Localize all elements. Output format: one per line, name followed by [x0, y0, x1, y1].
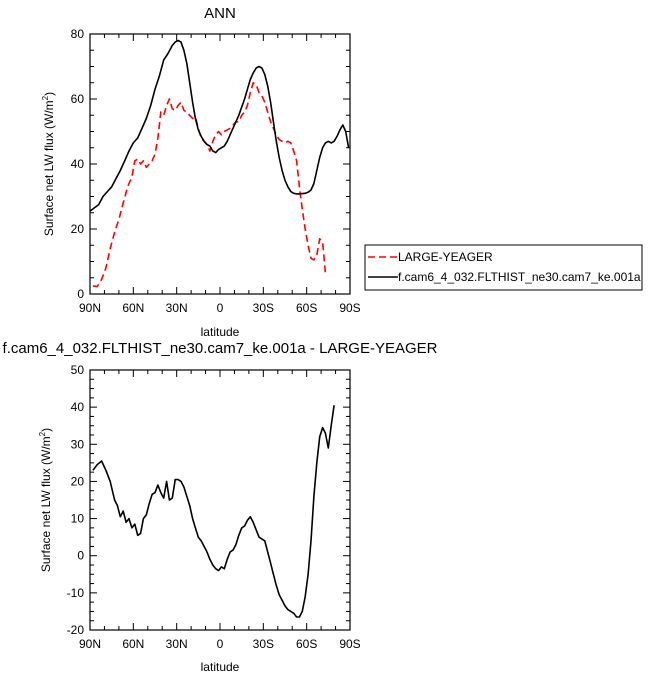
bottom-axis-frame [89, 369, 351, 631]
top-x-tick-label-3: 0 [217, 301, 224, 315]
top-x-tick-label-0: 90N [79, 301, 101, 315]
bottom-y-tick-label-5: 30 [71, 437, 85, 451]
top-y-tick-label-1: 20 [71, 222, 85, 236]
top-series-line-1 [89, 39, 350, 212]
bottom-y-axis-label: Surface net LW flux (W/m2) [38, 428, 53, 572]
top-axis-frame [89, 33, 351, 295]
top-plot-area [89, 39, 350, 288]
top-x-tick-label-4: 30S [253, 301, 274, 315]
top-y-label-main: Surface net LW flux (W/m [42, 100, 56, 236]
top-x-tick-label-6: 90S [339, 301, 360, 315]
bottom-x-tick-label-3: 0 [217, 637, 224, 651]
top-y-ticks: 0 20 40 60 80 [71, 27, 350, 301]
bottom-x-ticks: 90N 60N 30N 0 30S 60S 90S [79, 370, 361, 651]
bottom-plot-area [92, 405, 335, 618]
bottom-x-tick-label-6: 90S [339, 637, 360, 651]
top-y-tick-label-4: 80 [71, 27, 85, 41]
top-x-tick-label-2: 30N [166, 301, 188, 315]
top-x-ticks: 90N 60N 30N 0 30S 60S 90S [79, 34, 361, 315]
top-y-axis-label: Surface net LW flux (W/m2) [41, 92, 56, 236]
top-title: ANN [204, 5, 236, 22]
bottom-y-ticks: -20 -10 0 10 20 30 40 50 [67, 363, 350, 637]
top-y-tick-label-2: 40 [71, 157, 85, 171]
top-y-tick-label-0: 0 [77, 287, 84, 301]
bottom-y-label-sup: 2 [38, 431, 47, 436]
bottom-x-tick-label-1: 60N [122, 637, 144, 651]
bottom-x-tick-label-4: 30S [253, 637, 274, 651]
bottom-y-tick-label-1: -10 [67, 586, 85, 600]
bottom-y-tick-label-2: 0 [77, 549, 84, 563]
legend-box [364, 244, 643, 291]
bottom-y-label-close: ) [39, 428, 53, 432]
legend-label-cam: f.cam6_4_032.FLTHIST_ne30.cam7_ke.001a [398, 270, 641, 284]
bottom-y-label-main: Surface net LW flux (W/m [39, 436, 53, 572]
bottom-y-tick-label-0: -20 [67, 623, 85, 637]
bottom-y-tick-label-4: 20 [71, 474, 85, 488]
bottom-title: f.cam6_4_032.FLTHIST_ne30.cam7_ke.001a -… [3, 340, 438, 357]
legend-label-large-yeager: LARGE-YEAGER [398, 250, 493, 264]
top-y-label-close: ) [42, 92, 56, 96]
bottom-y-tick-label-7: 50 [71, 363, 85, 377]
top-y-tick-label-3: 60 [71, 92, 85, 106]
top-y-label-sup: 2 [41, 95, 50, 100]
top-panel: ANN 90N 60N 30N 0 30S 60S 90S 0 20 40 60 80 latitu… [41, 5, 361, 339]
bottom-panel: f.cam6_4_032.FLTHIST_ne30.cam7_ke.001a -… [3, 340, 438, 674]
bottom-x-axis-label: latitude [201, 660, 240, 674]
top-x-axis-label: latitude [201, 325, 240, 339]
bottom-x-tick-label-0: 90N [79, 637, 101, 651]
bottom-y-tick-label-6: 40 [71, 400, 85, 414]
top-x-tick-label-5: 60S [296, 301, 317, 315]
bottom-y-tick-label-3: 10 [71, 512, 85, 526]
bottom-x-tick-label-5: 60S [296, 637, 317, 651]
bottom-x-tick-label-2: 30N [166, 637, 188, 651]
legend: LARGE-YEAGER f.cam6_4_032.FLTHIST_ne30.c… [364, 244, 643, 291]
top-series-line-0 [92, 82, 327, 288]
bottom-series-line-0 [92, 405, 335, 618]
top-x-tick-label-1: 60N [122, 301, 144, 315]
